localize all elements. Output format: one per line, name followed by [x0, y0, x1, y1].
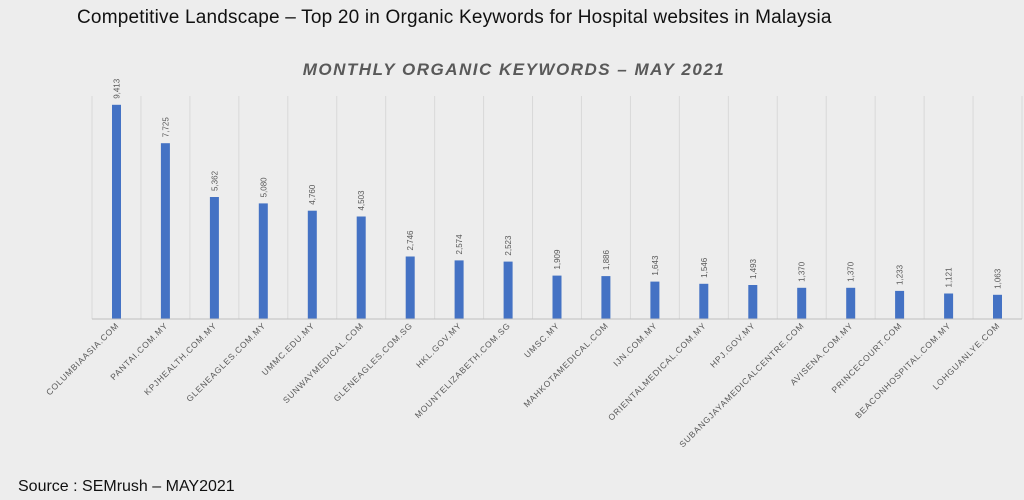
bar-value-label: 1,063 [994, 268, 1003, 289]
bar-value-label: 2,523 [504, 235, 513, 256]
x-tick-label: MOUNTELIZABETH.COM.SG [413, 320, 513, 420]
chart-bar [160, 143, 170, 319]
x-tick-label: BEACONHOSPITAL.COM.MY [853, 320, 953, 420]
chart-bar [699, 283, 709, 319]
chart-bar [307, 210, 317, 319]
x-tick-label: COLUMBIAASIA.COM [44, 320, 121, 397]
chart-bar [993, 294, 1002, 319]
chart-bar [748, 285, 758, 319]
x-tick-label: HKL.GOV.MY [414, 320, 464, 370]
chart-title: MONTHLY ORGANIC KEYWORDS – MAY 2021 [303, 60, 725, 79]
bar-value-label: 1,121 [945, 267, 954, 288]
x-tick-label: ORIENTALMEDICAL.COM.MY [606, 320, 708, 422]
bar-value-label: 1,886 [602, 250, 611, 271]
chart-bar [112, 104, 121, 319]
chart-bar [650, 281, 660, 319]
page-title: Competitive Landscape – Top 20 in Organi… [77, 7, 832, 28]
bar-chart: MONTHLY ORGANIC KEYWORDS – MAY 2021 9,41… [44, 60, 1023, 449]
chart-bar [356, 216, 366, 319]
source-note: Source : SEMrush – MAY2021 [18, 478, 235, 495]
x-tick-label: UMMC.EDU.MY [260, 320, 317, 377]
bar-value-label: 2,746 [406, 230, 415, 251]
chart-bar [895, 290, 905, 319]
bar-value-label: 5,080 [259, 177, 268, 198]
x-tick-label: UMSC.MY [522, 320, 561, 359]
bar-value-label: 1,909 [553, 249, 562, 270]
bar-value-label: 4,760 [308, 184, 317, 205]
chart-bar [552, 275, 562, 319]
chart-x-tick-labels: COLUMBIAASIA.COMPANTAI.COM.MYKPJHEALTH.C… [44, 320, 1002, 449]
x-tick-label: GLENEAGLES.COM.MY [184, 320, 267, 403]
chart-data-labels: 9,413 7,725 5,362 5,080 4,760 4,503 2,746 2,574… [112, 78, 1002, 289]
bar-value-label: 2,574 [455, 234, 464, 255]
bar-value-label: 1,493 [749, 258, 758, 279]
chart-bar [944, 293, 954, 319]
bar-value-label: 1,370 [798, 261, 807, 282]
x-tick-label: SUNWAYMEDICAL.COM [281, 320, 366, 405]
chart-bar [405, 256, 415, 319]
chart-bar [503, 261, 513, 319]
chart-bar [209, 197, 219, 319]
chart-bar [797, 287, 807, 319]
x-tick-label: MAHKOTAMEDICAL.COM [521, 320, 610, 409]
chart-bars [112, 104, 1002, 319]
bar-value-label: 7,725 [161, 117, 170, 138]
chart-bar [454, 260, 464, 319]
bar-value-label: 9,413 [112, 78, 121, 99]
x-tick-label: GLENEAGLES.COM.SG [331, 320, 414, 403]
bar-value-label: 1,233 [896, 264, 905, 285]
chart-bar [846, 287, 856, 319]
bar-value-label: 5,362 [210, 170, 219, 191]
chart-gridlines [91, 96, 1023, 319]
bar-value-label: 1,643 [651, 255, 660, 276]
bar-value-label: 1,370 [847, 261, 856, 282]
chart-bar [601, 276, 611, 319]
x-tick-label: IJN.COM.MY [611, 320, 659, 368]
x-tick-label: HPJ.GOV.MY [708, 320, 757, 369]
bar-value-label: 1,546 [700, 257, 709, 278]
chart-bar [258, 203, 268, 319]
bar-value-label: 4,503 [357, 190, 366, 211]
